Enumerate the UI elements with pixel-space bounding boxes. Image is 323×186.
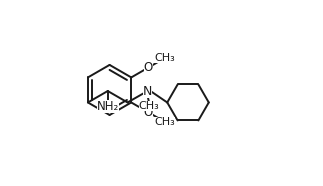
Text: O: O [144,106,153,119]
Text: N: N [143,84,152,97]
Text: CH₃: CH₃ [139,101,159,111]
Text: CH₃: CH₃ [154,53,175,63]
Text: NH₂: NH₂ [97,100,119,113]
Text: CH₃: CH₃ [154,117,175,127]
Text: O: O [144,61,153,74]
